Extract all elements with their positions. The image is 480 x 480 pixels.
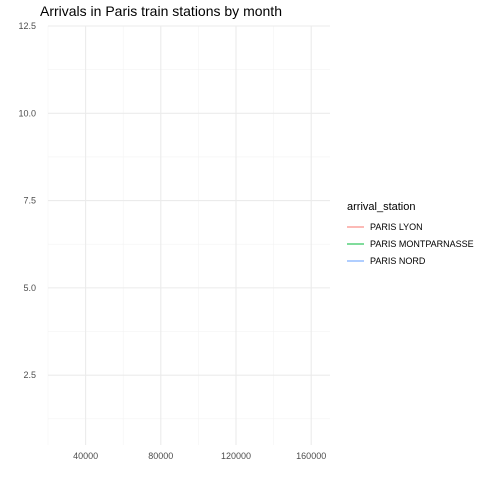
chart-title: Arrivals in Paris train stations by mont… bbox=[40, 3, 282, 19]
x-axis-tick-labels: 40000 80000 120000 160000 bbox=[73, 451, 326, 461]
y-axis-tick-labels: 2.5 5.0 7.5 10.0 12.5 bbox=[18, 21, 36, 380]
legend-item: PARIS MONTPARNASSE bbox=[347, 239, 474, 249]
legend-item: PARIS LYON bbox=[347, 222, 423, 232]
x-tick-label: 120000 bbox=[221, 451, 251, 461]
legend-label: PARIS MONTPARNASSE bbox=[370, 239, 474, 249]
y-tick-label: 2.5 bbox=[23, 370, 36, 380]
legend-label: PARIS LYON bbox=[370, 222, 423, 232]
x-tick-label: 80000 bbox=[148, 451, 173, 461]
x-tick-label: 160000 bbox=[296, 451, 326, 461]
legend-label: PARIS NORD bbox=[370, 256, 426, 266]
legend-title: arrival_station bbox=[347, 201, 415, 213]
legend: arrival_station PARIS LYON PARIS MONTPARN… bbox=[347, 201, 474, 266]
major-gridlines bbox=[48, 25, 330, 445]
y-tick-label: 10.0 bbox=[18, 108, 36, 118]
y-tick-label: 7.5 bbox=[23, 196, 36, 206]
y-tick-label: 5.0 bbox=[23, 283, 36, 293]
legend-items: PARIS LYON PARIS MONTPARNASSE PARIS NORD bbox=[347, 222, 474, 266]
y-tick-label: 12.5 bbox=[18, 21, 36, 31]
x-tick-label: 40000 bbox=[73, 451, 98, 461]
legend-item: PARIS NORD bbox=[347, 256, 426, 266]
minor-gridlines bbox=[47, 26, 330, 445]
